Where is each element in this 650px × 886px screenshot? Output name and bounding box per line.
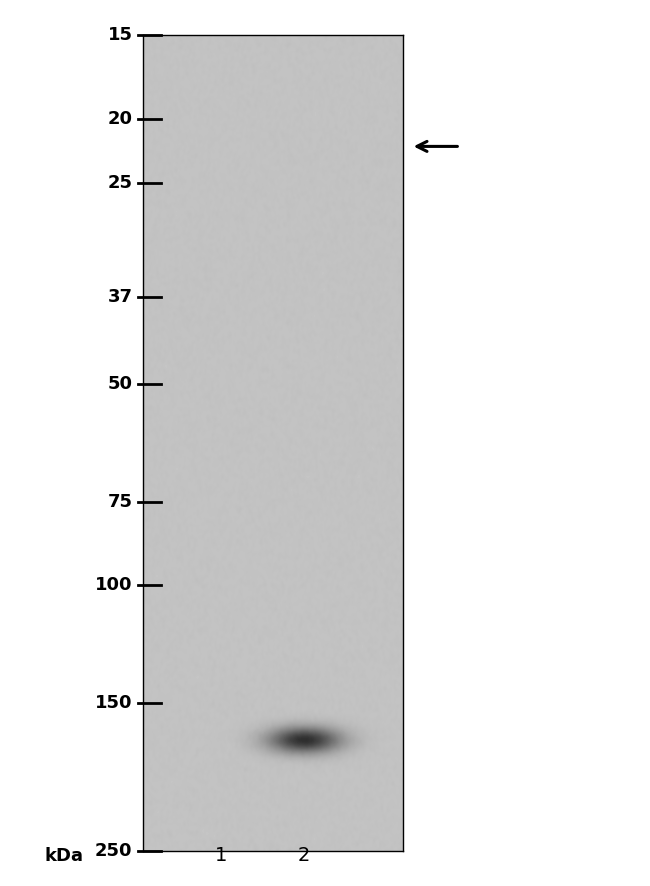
Text: 75: 75 (108, 493, 133, 510)
Text: 15: 15 (108, 27, 133, 44)
Text: 37: 37 (108, 288, 133, 306)
Text: 2: 2 (298, 846, 311, 866)
Text: 25: 25 (108, 175, 133, 192)
Text: 1: 1 (214, 846, 227, 866)
Text: 100: 100 (95, 576, 133, 595)
Text: 50: 50 (108, 376, 133, 393)
Text: 20: 20 (108, 110, 133, 128)
Text: 250: 250 (95, 842, 133, 859)
Text: 150: 150 (95, 694, 133, 711)
Text: kDa: kDa (44, 847, 83, 866)
